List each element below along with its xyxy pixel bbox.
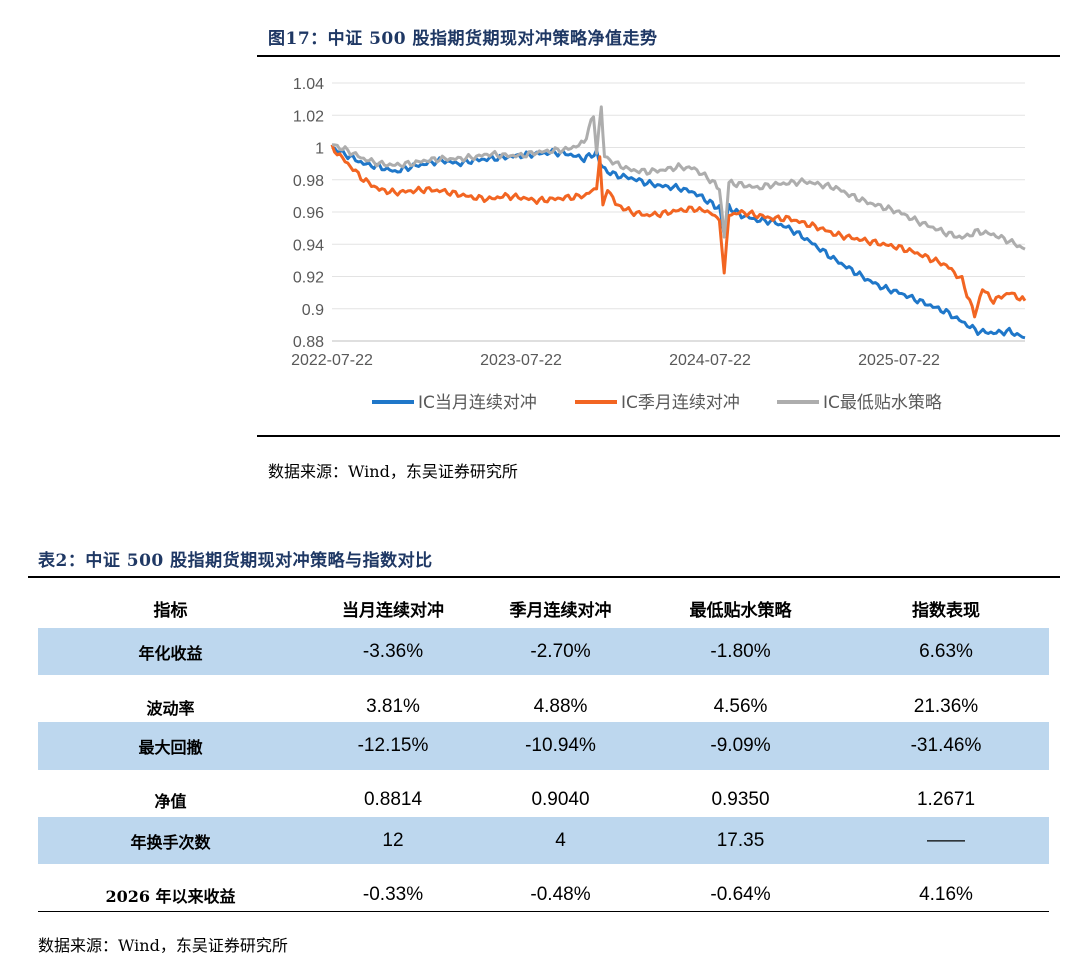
table-row: 年化收益 -3.36% -2.70% -1.80% 6.63%: [38, 628, 1049, 675]
figure-source-note: 数据来源：Wind，东吴证券研究所: [268, 462, 518, 481]
table-cell: -1.80%: [710, 640, 771, 662]
row-label: 净值: [154, 791, 187, 811]
table-cell: 0.9040: [531, 788, 590, 810]
table-cell: 4.88%: [533, 695, 588, 717]
series-line: [330, 144, 1027, 319]
table-cell: -31.46%: [910, 735, 982, 756]
x-tick-label: 2025-07-22: [858, 352, 940, 369]
y-tick-label: 0.92: [293, 270, 324, 287]
header-monthly-hedge: 当月连续对冲: [342, 600, 444, 621]
table-cell: -12.15%: [357, 735, 429, 756]
table-cell: 4.16%: [919, 883, 973, 905]
row-label: 波动率: [146, 698, 195, 718]
table-row: 年换手次数 12 4 17.35 ——: [38, 817, 1049, 864]
header-quarterly-hedge: 季月连续对冲: [509, 600, 612, 621]
y-tick-label: 1: [315, 141, 324, 158]
legend-label: IC季月连续对冲: [621, 393, 740, 413]
table-cell: ——: [927, 829, 965, 851]
table-row: 2026 年以来收益 -0.33% -0.48% -0.64% 4.16%: [38, 872, 1049, 917]
table-cell: -10.94%: [525, 735, 596, 756]
figure-bottom-rule: [257, 435, 1060, 437]
row-label: 年化收益: [138, 643, 203, 663]
table-cell: -3.36%: [362, 640, 424, 662]
table-cell: 1.2671: [916, 788, 976, 810]
y-tick-label: 0.98: [293, 173, 324, 190]
table-cell: -2.70%: [530, 640, 591, 662]
table-row: 波动率 3.81% 4.88% 4.56% 21.36%: [38, 683, 1049, 730]
table-header-row: 指标 当月连续对冲 季月连续对冲 最低贴水策略 指数表现: [38, 588, 1049, 628]
row-label: 最大回撤: [138, 738, 203, 757]
table-cell: 21.36%: [913, 695, 979, 717]
row-label: 2026 年以来收益: [105, 886, 236, 906]
series-line: [331, 105, 1026, 251]
table-cell: 0.9350: [711, 788, 770, 810]
table-cell: 12: [382, 829, 404, 851]
table-row: 最大回撤 -12.15% -10.94% -9.09% -31.46%: [38, 722, 1049, 770]
header-min-discount: 最低贴水策略: [689, 600, 792, 621]
x-tick-label: 2022-07-22: [291, 352, 373, 369]
y-tick-label: 0.88: [293, 334, 324, 351]
header-metric: 指标: [153, 600, 188, 621]
table-cell: 0.8814: [363, 788, 423, 810]
series-line: [331, 146, 1026, 340]
table-cell: 3.81%: [366, 695, 420, 717]
table-title: 表2：中证 500 股指期货期现对冲策略与指数对比: [38, 551, 433, 571]
figure-top-rule: [257, 55, 1060, 57]
figure-title: 图17：中证 500 股指期货期现对冲策略净值走势: [268, 29, 658, 49]
table-bottom-rule: [38, 911, 1049, 912]
table-cell: 4: [555, 829, 566, 851]
y-tick-label: 0.96: [293, 205, 324, 222]
y-tick-label: 0.9: [302, 302, 324, 319]
table-row: 净值 0.8814 0.9040 0.9350 1.2671: [38, 776, 1049, 823]
table-cell: -9.09%: [710, 735, 771, 756]
header-index: 指数表现: [912, 600, 980, 621]
y-tick-label: 0.94: [293, 237, 324, 254]
legend-label: IC最低贴水策略: [823, 393, 942, 413]
table-cell: -0.64%: [710, 883, 771, 905]
row-label: 年换手次数: [130, 832, 211, 852]
table-top-rule: [28, 576, 1060, 578]
y-tick-label: 1.02: [293, 108, 324, 125]
table-cell: 6.63%: [919, 640, 973, 662]
table-cell: -0.33%: [362, 883, 424, 905]
x-tick-label: 2023-07-22: [480, 352, 562, 369]
net-value-chart: 1.04 1.02 1 0.98 0.96 0.94 0.92 0.9 0.882022-07-…: [291, 76, 1027, 413]
y-tick-label: 1.04: [293, 76, 324, 93]
table-cell: 17.35: [716, 829, 765, 851]
legend-label: IC当月连续对冲: [418, 393, 537, 413]
table-cell: -0.48%: [530, 883, 591, 905]
table-source-note: 数据来源：Wind，东吴证券研究所: [38, 936, 288, 955]
x-tick-label: 2024-07-22: [669, 352, 751, 369]
table-cell: 4.56%: [713, 695, 768, 717]
